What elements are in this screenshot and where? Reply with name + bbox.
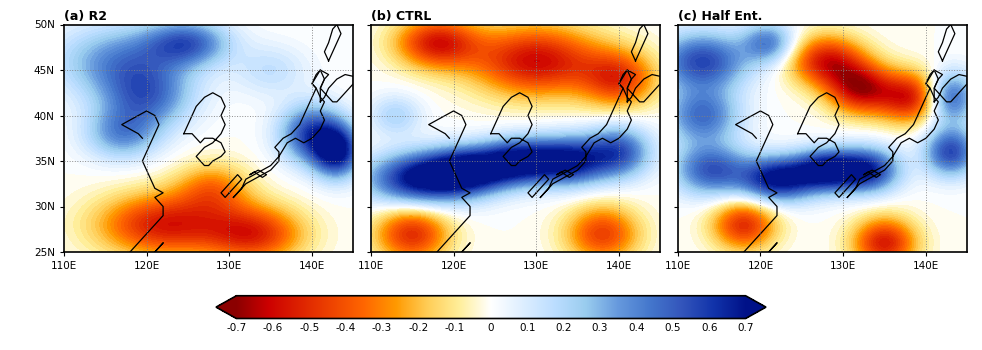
Text: (a) R2: (a) R2	[64, 10, 107, 23]
Text: (b) CTRL: (b) CTRL	[371, 10, 431, 23]
PathPatch shape	[216, 296, 237, 318]
PathPatch shape	[745, 296, 766, 318]
Text: (c) Half Ent.: (c) Half Ent.	[678, 10, 762, 23]
